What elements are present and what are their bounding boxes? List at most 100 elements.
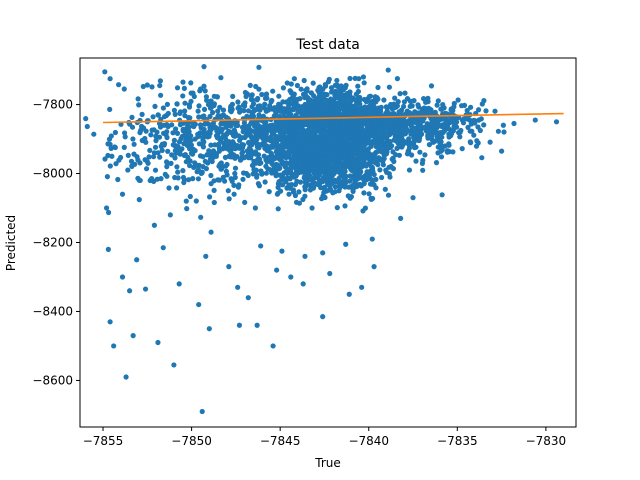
- x-tick-label: −7855: [83, 434, 124, 448]
- scatter-point: [193, 198, 199, 204]
- scatter-point: [348, 153, 354, 159]
- scatter-point: [334, 141, 340, 147]
- scatter-point: [286, 98, 292, 104]
- scatter-point: [244, 113, 250, 119]
- scatter-point: [201, 106, 208, 112]
- scatter-point: [241, 170, 247, 176]
- scatter-point: [118, 121, 124, 127]
- scatter-point: [162, 171, 168, 177]
- scatter-point: [288, 274, 294, 280]
- scatter-point: [206, 326, 212, 332]
- scatter-point: [357, 146, 363, 152]
- x-tick-label: −7840: [348, 434, 389, 448]
- scatter-point: [386, 104, 393, 110]
- scatter-point: [375, 84, 381, 91]
- scatter-point: [425, 129, 431, 135]
- scatter-point: [300, 281, 306, 287]
- scatter-point: [309, 133, 316, 139]
- scatter-point: [231, 182, 237, 188]
- scatter-point: [316, 94, 322, 100]
- scatter-point: [187, 162, 193, 169]
- scatter-point: [361, 80, 367, 86]
- scatter-point: [139, 137, 145, 144]
- scatter-point: [366, 94, 372, 100]
- scatter-point: [139, 123, 145, 129]
- scatter-point: [281, 106, 287, 112]
- scatter-point: [366, 155, 372, 161]
- scatter-point: [134, 257, 140, 263]
- scatter-point: [280, 147, 286, 153]
- scatter-point: [102, 156, 108, 162]
- scatter-point: [532, 117, 538, 123]
- scatter-point: [215, 141, 222, 147]
- scatter-point: [386, 84, 392, 90]
- scatter-point: [137, 130, 143, 136]
- scatter-point: [479, 155, 485, 161]
- scatter-point: [152, 103, 158, 109]
- scatter-point: [418, 131, 424, 137]
- scatter-point: [149, 127, 155, 133]
- scatter-point: [412, 119, 418, 125]
- scatter-point: [333, 150, 339, 156]
- scatter-point: [336, 132, 342, 138]
- scatter-point: [140, 83, 146, 90]
- scatter-point: [221, 121, 227, 127]
- scatter-point: [275, 184, 281, 190]
- scatter-point: [402, 118, 408, 124]
- scatter-point: [198, 214, 204, 220]
- scatter-point: [320, 123, 326, 129]
- scatter-point: [293, 97, 299, 104]
- scatter-point: [208, 142, 214, 148]
- scatter-point: [386, 171, 392, 177]
- scatter-point: [286, 150, 292, 156]
- scatter-point: [168, 160, 174, 166]
- scatter-point: [322, 130, 328, 137]
- scatter-point: [241, 108, 247, 114]
- scatter-point: [107, 76, 113, 82]
- scatter-point: [107, 319, 113, 325]
- scatter-point: [224, 161, 230, 168]
- scatter-point: [83, 116, 89, 122]
- scatter-point: [268, 143, 274, 150]
- scatter-point: [378, 104, 384, 110]
- scatter-point: [106, 136, 113, 142]
- scatter-point: [406, 136, 412, 142]
- scatter-point: [169, 122, 175, 128]
- scatter-point: [285, 105, 291, 111]
- scatter-point: [289, 182, 295, 188]
- scatter-point: [356, 108, 362, 115]
- scatter-point: [346, 125, 352, 131]
- scatter-point: [206, 122, 212, 128]
- scatter-point: [309, 166, 315, 172]
- scatter-point: [446, 141, 452, 147]
- x-tick-label: −7835: [437, 434, 478, 448]
- scatter-point: [461, 102, 468, 108]
- scatter-point: [352, 167, 358, 173]
- scatter-point: [278, 151, 284, 157]
- scatter-point: [306, 104, 312, 110]
- y-tick-label: −8400: [32, 304, 73, 318]
- scatter-point: [290, 107, 296, 113]
- scatter-point: [161, 130, 167, 136]
- scatter-point: [351, 162, 357, 169]
- scatter-point: [362, 104, 368, 110]
- scatter-point: [279, 182, 286, 188]
- scatter-point: [256, 64, 262, 70]
- scatter-point: [302, 119, 308, 125]
- scatter-point: [230, 93, 236, 99]
- scatter-point: [311, 112, 317, 118]
- scatter-point: [232, 133, 238, 139]
- scatter-point: [115, 176, 121, 183]
- scatter-point: [397, 91, 403, 97]
- scatter-point: [454, 124, 460, 130]
- scatter-point: [368, 195, 374, 201]
- scatter-point: [385, 67, 391, 73]
- scatter-point: [288, 90, 294, 96]
- scatter-point: [218, 75, 224, 81]
- scatter-point: [435, 116, 441, 122]
- scatter-point: [328, 153, 334, 159]
- scatter-point: [329, 108, 335, 114]
- scatter-point: [369, 236, 375, 242]
- scatter-point: [351, 105, 357, 111]
- scatter-point: [143, 128, 149, 134]
